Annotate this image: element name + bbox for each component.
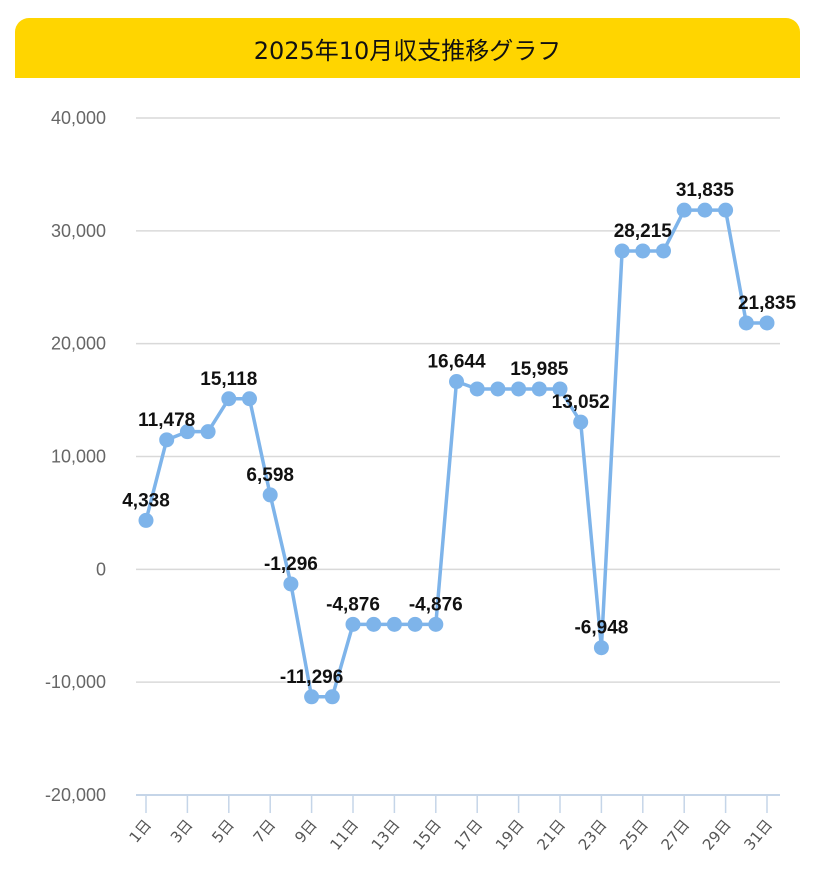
data-point — [179, 424, 195, 440]
x-tick-label: 5日 — [208, 816, 238, 846]
data-point — [531, 381, 547, 397]
data-point — [469, 381, 485, 397]
data-point — [138, 512, 154, 528]
data-point — [738, 315, 754, 331]
data-point — [304, 689, 320, 705]
data-point — [262, 487, 278, 503]
x-tick-label: 29日 — [699, 816, 735, 854]
data-point — [552, 381, 568, 397]
data-label: 15,985 — [510, 359, 569, 380]
x-tick-label: 21日 — [533, 816, 569, 854]
data-point — [324, 689, 340, 705]
data-point — [221, 391, 237, 407]
data-label: -11,296 — [280, 667, 343, 688]
data-point — [573, 414, 589, 430]
data-point — [614, 243, 630, 259]
x-tick-label: 13日 — [368, 816, 404, 854]
data-label: 4,338 — [122, 490, 170, 511]
y-tick-label: -20,000 — [45, 785, 106, 805]
x-tick-label: 17日 — [451, 816, 487, 854]
data-point — [449, 374, 464, 390]
x-tick-label: 9日 — [291, 816, 321, 846]
data-label: 21,835 — [738, 293, 797, 314]
x-tick-label: 31日 — [740, 816, 776, 854]
x-tick-label: 19日 — [492, 816, 528, 854]
y-tick-label: -10,000 — [45, 672, 106, 692]
y-tick-label: 30,000 — [51, 221, 106, 241]
data-point — [366, 616, 382, 632]
data-point — [407, 616, 423, 632]
data-point — [490, 381, 506, 397]
x-tick-label: 7日 — [250, 816, 280, 846]
x-tick-label: 1日 — [125, 816, 155, 846]
data-point — [283, 576, 299, 592]
data-label: 16,644 — [427, 352, 486, 373]
data-point — [759, 315, 775, 331]
data-label: 15,118 — [200, 369, 257, 390]
chart-title: 2025年10月収支推移グラフ — [15, 18, 800, 78]
data-label: 11,478 — [138, 410, 195, 431]
data-point — [345, 616, 361, 632]
data-point — [386, 616, 402, 632]
data-point — [593, 640, 609, 656]
data-point — [242, 391, 257, 407]
x-tick-label: 27日 — [658, 816, 694, 854]
data-label: 13,052 — [552, 392, 610, 413]
data-point — [676, 202, 692, 218]
data-label: -4,876 — [409, 594, 463, 615]
y-tick-label: 0 — [96, 559, 106, 579]
data-point — [200, 424, 216, 440]
data-point — [159, 432, 175, 448]
data-label: 28,215 — [614, 221, 673, 242]
x-tick-label: 15日 — [409, 816, 445, 854]
y-tick-label: 20,000 — [51, 334, 106, 354]
data-point — [718, 202, 734, 218]
data-point — [635, 243, 651, 259]
data-point — [656, 243, 671, 259]
x-tick-label: 25日 — [616, 816, 652, 854]
data-label: -6,948 — [574, 618, 628, 639]
x-tick-label: 11日 — [326, 816, 362, 854]
data-point — [511, 381, 527, 397]
data-point — [428, 616, 444, 632]
series-line — [144, 208, 767, 699]
data-label: -1,296 — [264, 554, 318, 575]
data-label: -4,876 — [326, 594, 380, 615]
data-label: 31,835 — [676, 180, 735, 201]
y-tick-label: 10,000 — [51, 447, 106, 467]
data-label: 6,598 — [246, 465, 294, 486]
x-tick-label: 3日 — [167, 816, 197, 846]
data-point — [697, 202, 713, 218]
y-tick-label: 40,000 — [51, 108, 106, 128]
x-tick-label: 23日 — [575, 816, 611, 854]
